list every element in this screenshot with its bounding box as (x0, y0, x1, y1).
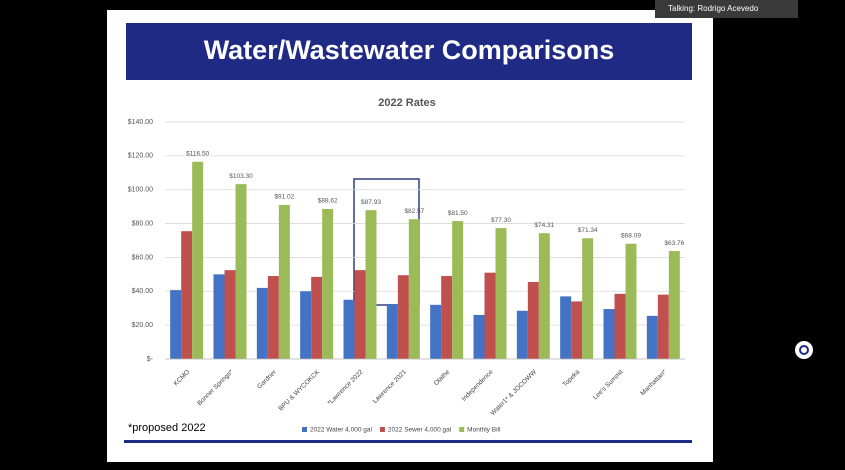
side-icon[interactable] (795, 341, 813, 359)
bar (170, 290, 182, 359)
talking-badge (655, 0, 798, 18)
legend-label: 2022 Water 4,000 gal (310, 427, 372, 434)
legend-swatch (459, 427, 465, 432)
value-label: $68.09 (621, 232, 641, 239)
slide-title: Water/Wastewater Comparisons (204, 35, 615, 65)
bar (397, 275, 409, 359)
bar (657, 294, 669, 359)
value-label: $87.93 (361, 199, 381, 206)
bar (311, 276, 323, 359)
bar (430, 304, 442, 359)
y-tick-label: $120.00 (128, 153, 153, 160)
bar (354, 270, 366, 359)
value-label: $82.57 (404, 208, 424, 215)
y-tick-label: $80.00 (132, 220, 154, 227)
talking-label: Talking: Rodrigo Acevedo (668, 4, 759, 13)
value-label: $74.31 (534, 222, 554, 229)
value-label: $88.62 (318, 198, 338, 205)
bar (278, 204, 290, 359)
bar (365, 210, 377, 359)
bar (516, 310, 528, 359)
side-icon-glyph (799, 345, 809, 355)
y-tick-label: $100.00 (128, 187, 153, 194)
bar (614, 293, 626, 359)
value-label: $103.30 (229, 173, 253, 180)
bar (441, 276, 453, 359)
bar (646, 315, 658, 359)
y-tick-label: $60.00 (132, 254, 154, 261)
bar (256, 287, 268, 359)
chart-title: 2022 Rates (378, 97, 436, 109)
bar (192, 161, 204, 359)
bar (386, 303, 398, 359)
bar (560, 296, 572, 359)
legend-swatch (379, 427, 385, 432)
value-label: $63.76 (664, 240, 684, 247)
bar (473, 314, 485, 359)
bar (527, 281, 539, 359)
bar (538, 233, 550, 359)
bar (571, 301, 583, 359)
y-tick-label: $- (147, 356, 154, 363)
bar (408, 219, 420, 359)
legend-label: 2022 Sewer 4,000 gal (388, 427, 452, 434)
bar (452, 221, 464, 359)
footer-rule (124, 440, 692, 443)
y-tick-label: $140.00 (128, 119, 153, 126)
bar (213, 274, 225, 359)
legend-label: Monthly Bill (467, 427, 501, 434)
y-tick-label: $20.00 (132, 322, 154, 329)
value-label: $71.34 (578, 227, 598, 234)
bar (300, 291, 312, 359)
bar (343, 299, 355, 359)
value-label: $116.50 (186, 151, 209, 158)
bar (484, 272, 496, 359)
legend-swatch (302, 427, 307, 432)
bar (181, 231, 193, 359)
bar (322, 208, 334, 359)
bar (582, 238, 594, 359)
bar (625, 243, 637, 359)
title-banner (126, 23, 692, 80)
bar (235, 184, 247, 359)
bar (267, 276, 279, 359)
value-label: $91.02 (274, 194, 294, 201)
bar (495, 228, 507, 359)
value-label: $77.30 (491, 217, 511, 224)
footnote: *proposed 2022 (128, 422, 206, 434)
value-label: $81.50 (448, 210, 468, 217)
bar (603, 309, 615, 359)
y-tick-label: $40.00 (132, 288, 154, 295)
bar (224, 270, 236, 359)
bar (668, 251, 680, 359)
